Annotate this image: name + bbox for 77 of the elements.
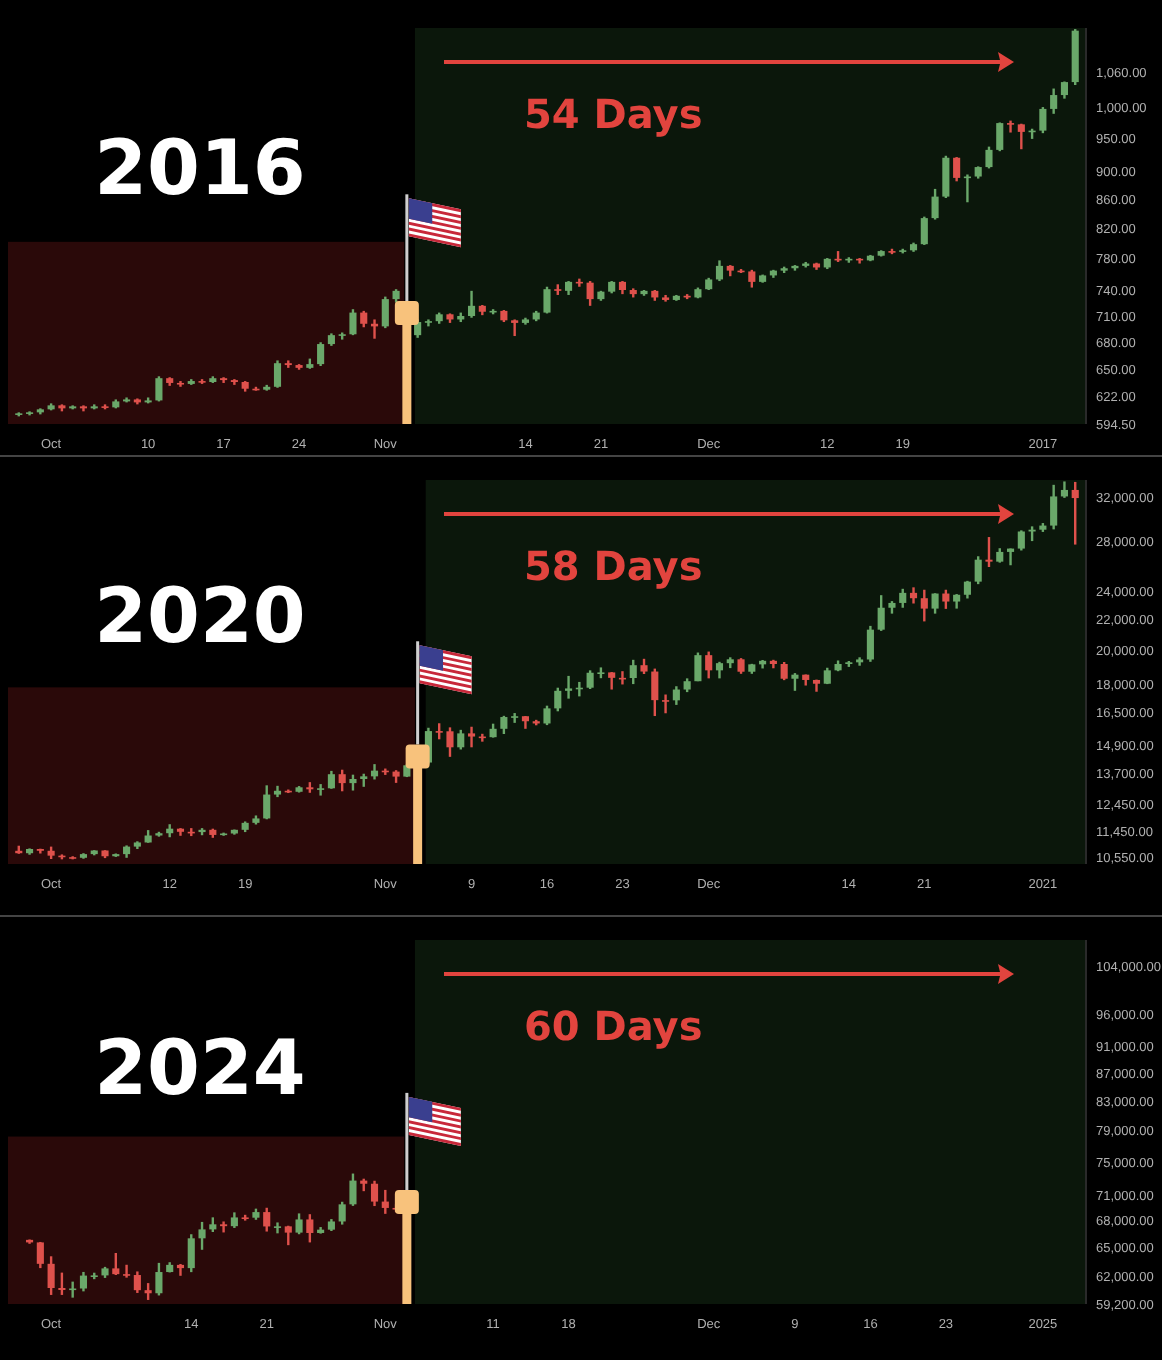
annotation: 54 Days — [524, 90, 703, 138]
candlestick — [672, 685, 680, 707]
candlestick — [381, 295, 389, 330]
candlestick — [79, 1270, 88, 1293]
candlestick — [565, 674, 573, 700]
candlestick — [306, 1212, 314, 1244]
candlestick — [370, 1179, 379, 1208]
candlestick — [381, 1188, 389, 1216]
candlestick — [1017, 529, 1025, 552]
candlestick — [931, 187, 939, 221]
candlestick — [69, 1280, 77, 1299]
candlestick — [662, 693, 670, 715]
text: 2016 — [94, 124, 306, 213]
candlestick — [953, 155, 961, 183]
candlestick — [877, 593, 885, 633]
candlestick — [112, 1251, 120, 1277]
candlestick — [899, 587, 907, 609]
candlestick — [715, 259, 724, 283]
candlestick — [467, 289, 476, 319]
candlestick — [338, 1200, 346, 1226]
candlestick — [629, 658, 637, 686]
candlestick — [920, 588, 928, 623]
candlestick — [920, 215, 928, 247]
candlestick — [263, 1206, 271, 1233]
candlestick — [996, 121, 1004, 153]
candlestick — [866, 624, 874, 664]
annotation: 60 Days — [524, 1002, 703, 1050]
candlestick — [457, 728, 465, 751]
candlestick — [694, 651, 702, 683]
candlestick — [511, 711, 519, 725]
candlestick — [1071, 480, 1079, 546]
candlestick — [317, 341, 325, 368]
candlestick — [985, 145, 993, 170]
annotation: 58 Days — [524, 542, 703, 590]
candlestick — [543, 285, 551, 315]
candlestick — [942, 154, 950, 200]
candlestick — [58, 1271, 66, 1297]
candlestick — [220, 1220, 228, 1234]
candlestick — [651, 667, 659, 718]
candlestick — [1050, 483, 1058, 531]
candlestick — [273, 359, 282, 389]
candlestick — [1006, 119, 1015, 134]
candlestick — [133, 1270, 141, 1295]
candlestick — [586, 279, 594, 308]
candlestick — [176, 1262, 185, 1277]
candlestick — [155, 375, 163, 403]
candlestick — [338, 768, 346, 793]
candlestick — [554, 686, 562, 713]
candlestick — [705, 650, 713, 680]
candlestick — [123, 1263, 131, 1279]
candlestick — [942, 588, 950, 611]
candlestick — [295, 1212, 303, 1236]
candlestick — [511, 318, 519, 338]
text: 2020 — [94, 571, 306, 660]
candlestick — [1039, 105, 1047, 135]
candlestick — [36, 1240, 44, 1270]
candlestick — [273, 1221, 282, 1235]
candlestick — [198, 1220, 206, 1251]
candlestick — [467, 725, 476, 749]
candlestick — [47, 1255, 55, 1297]
candlestick — [543, 704, 551, 727]
candlestick — [263, 784, 271, 821]
candlestick — [780, 660, 788, 682]
text: 2024 — [94, 1023, 306, 1112]
candlestick — [187, 1233, 195, 1274]
candlestick — [1017, 122, 1025, 151]
candlestick — [856, 656, 864, 667]
candlestick — [349, 1172, 357, 1208]
candlestick — [317, 782, 325, 797]
candlestick — [1050, 87, 1058, 116]
candlestick — [931, 592, 939, 615]
candlestick — [155, 1261, 163, 1297]
candlestick — [349, 308, 357, 337]
candlestick — [985, 535, 993, 569]
candlestick — [500, 714, 508, 736]
candlestick — [909, 586, 918, 605]
candlestick — [974, 555, 982, 586]
